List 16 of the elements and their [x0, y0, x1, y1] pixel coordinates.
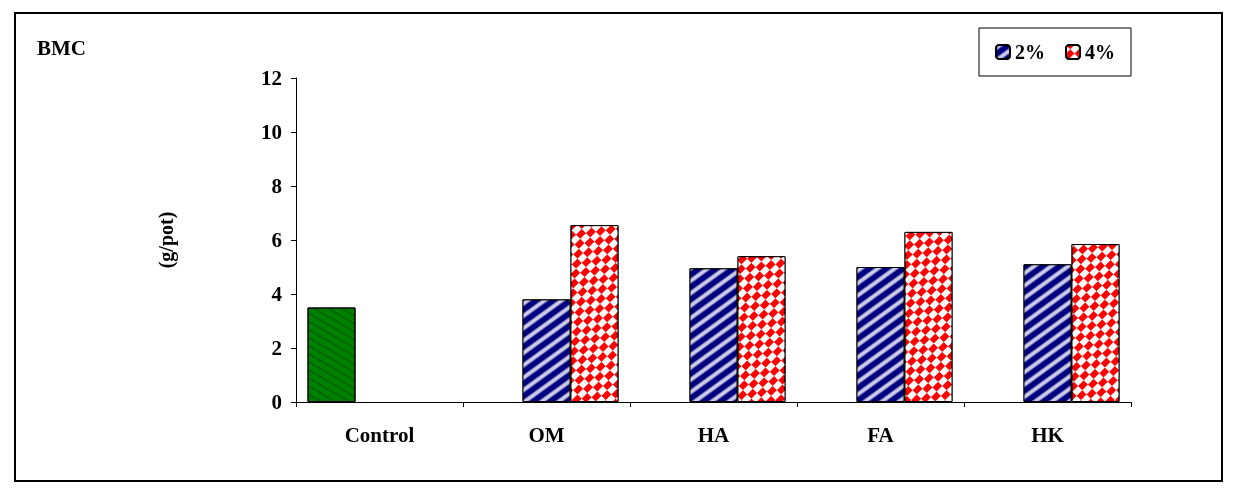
y-tick-label: 0 — [271, 390, 282, 414]
text: BMC — [37, 35, 86, 60]
y-tick-label: 2 — [271, 336, 282, 360]
legend-label: 4% — [1085, 41, 1115, 63]
x-tick-label: OM — [528, 422, 565, 447]
x-tick-label: Control — [344, 422, 415, 447]
x-tick-label: HA — [697, 422, 731, 447]
y-axis-title: (g/pot) — [155, 211, 178, 269]
y-tick-label: 12 — [261, 66, 282, 90]
y-tick-label: 8 — [271, 174, 282, 198]
y-tick-label: 6 — [271, 228, 282, 252]
x-tick-label: FA — [867, 422, 895, 447]
x-tick-label: HK — [1031, 422, 1065, 447]
y-tick-label: 10 — [261, 120, 282, 144]
y-tick-label: 4 — [271, 282, 283, 306]
legend-label: 2% — [1015, 41, 1045, 63]
